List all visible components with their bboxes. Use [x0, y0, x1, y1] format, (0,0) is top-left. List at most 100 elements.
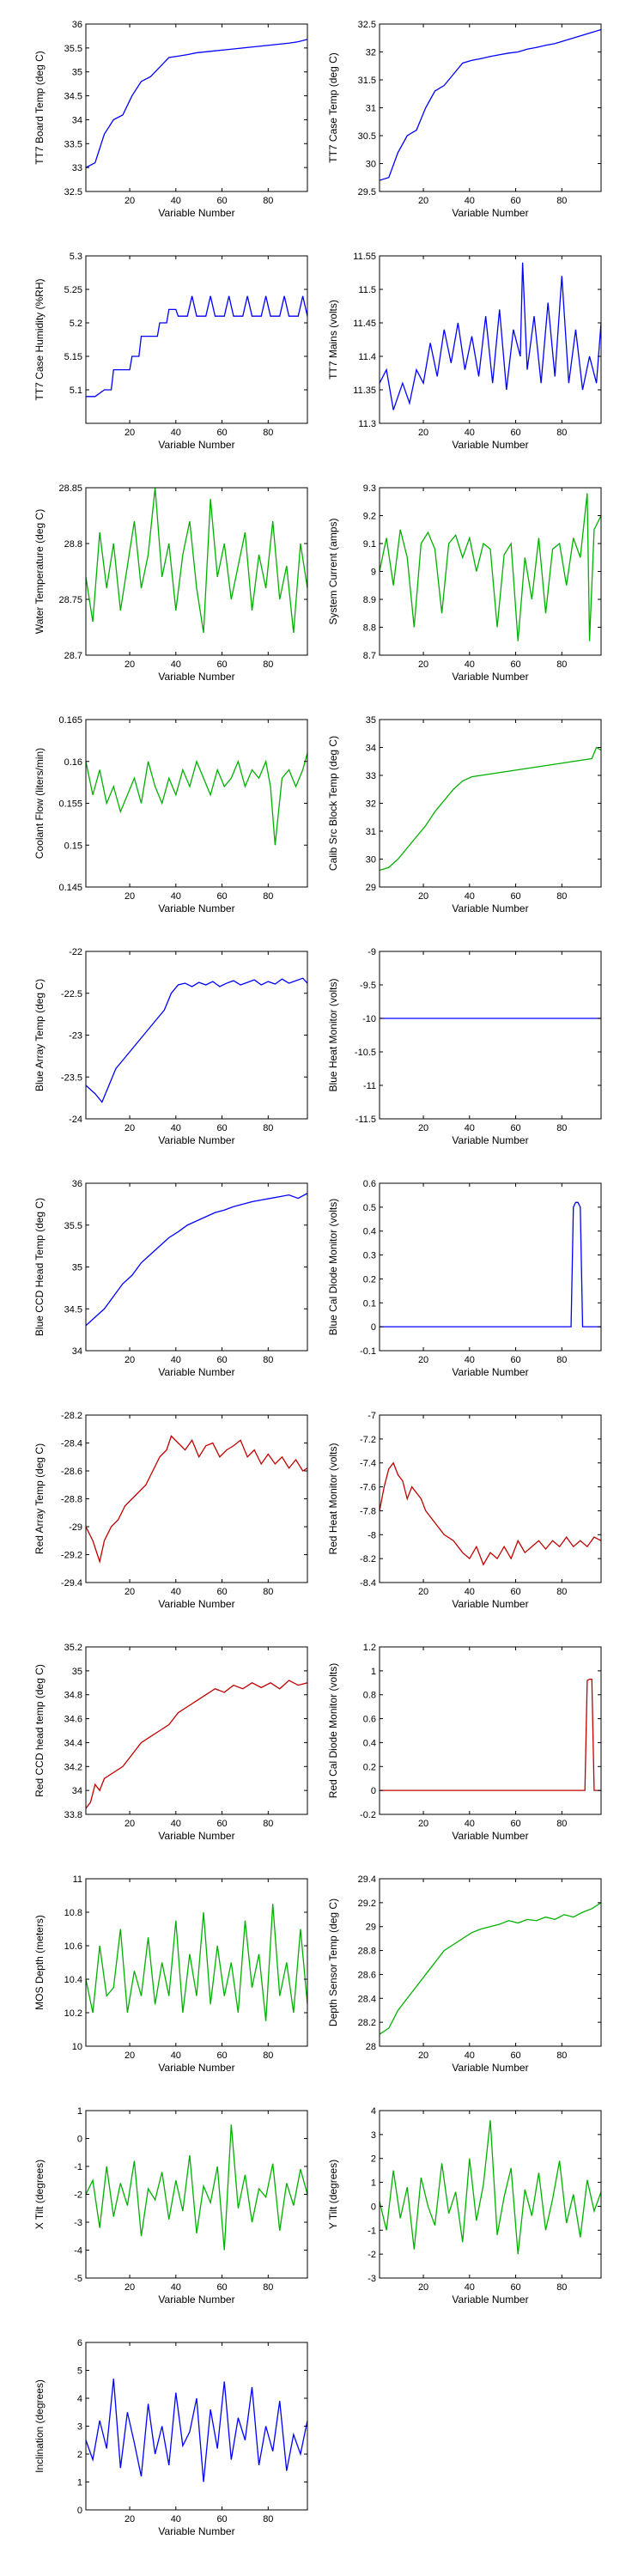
y-tick-label: 28.85 [58, 483, 82, 494]
y-axis-label: MOS Depth (meters) [33, 1915, 46, 2010]
plot-frame [85, 1878, 308, 2047]
y-tick-label: 11 [73, 1874, 82, 1885]
x-tick-label: 40 [465, 196, 475, 206]
x-tick-label: 20 [125, 2514, 135, 2524]
plot-frame [85, 23, 308, 192]
x-tick-label: 20 [125, 891, 135, 902]
chart-panel-7: 20 40 60 80 29 30 31 32 33 34 35 Variable Number Cal… [327, 715, 602, 914]
y-tick-label: 34 [72, 1346, 82, 1357]
x-tick-label: 40 [171, 196, 181, 206]
y-tick-label: 5.25 [64, 285, 82, 295]
y-tick-label: -3 [74, 2218, 82, 2228]
y-tick-label: -28.2 [61, 1411, 82, 1421]
y-tick-label: 35 [72, 1263, 82, 1273]
plot-frame [379, 1646, 602, 1815]
y-tick-label: 5.1 [70, 386, 82, 396]
y-tick-label: 36 [72, 1179, 82, 1189]
x-tick-label: 20 [418, 1123, 428, 1133]
y-axis-label: X Tilt (degrees) [33, 2160, 46, 2229]
y-tick-label: -1 [368, 2226, 376, 2236]
x-axis-label: Variable Number [452, 2293, 528, 2306]
y-tick-label: 28 [366, 2042, 376, 2052]
chart-panel-17: 20 40 60 80 28 28.2 28.4 28.6 28.8 29 29.2 29.4 Vari… [327, 1874, 602, 2074]
y-tick-label: 29.5 [358, 187, 376, 197]
x-tick-label: 40 [465, 659, 475, 670]
y-tick-label: 31 [366, 827, 376, 837]
x-tick-label: 40 [465, 428, 475, 438]
x-tick-label: 60 [216, 1819, 227, 1829]
plot-frame [85, 1646, 308, 1815]
x-tick-label: 60 [510, 428, 520, 438]
y-tick-label: -28.8 [61, 1495, 82, 1505]
y-tick-label: 34 [72, 115, 82, 125]
x-tick-label: 80 [263, 891, 273, 902]
x-axis-label: Variable Number [158, 1598, 234, 1610]
y-tick-label: 0 [371, 2202, 376, 2212]
y-tick-label: -4 [74, 2246, 82, 2257]
y-tick-label: -7 [368, 1411, 376, 1421]
y-tick-label: 33 [366, 771, 376, 781]
x-tick-label: 80 [263, 428, 273, 438]
y-tick-label: 35.5 [64, 1221, 82, 1231]
y-tick-label: 10.4 [64, 1975, 82, 1985]
y-tick-label: -2 [368, 2250, 376, 2260]
y-tick-label: 5.3 [70, 252, 82, 262]
y-tick-label: 34.5 [64, 92, 82, 102]
x-tick-label: 60 [216, 891, 227, 902]
x-tick-label: 80 [263, 1355, 273, 1365]
y-tick-label: 34.6 [64, 1715, 82, 1725]
y-axis-label: TT7 Board Temp (deg C) [33, 51, 46, 165]
y-tick-label: -23 [69, 1031, 82, 1042]
plot-frame [85, 255, 308, 424]
x-tick-label: 60 [510, 1819, 520, 1829]
y-tick-label: 0.1 [363, 1298, 376, 1309]
plot-frame [379, 487, 602, 656]
y-tick-label: 32.5 [358, 20, 376, 30]
y-tick-label: 32 [366, 48, 376, 58]
x-axis-label: Variable Number [158, 2293, 234, 2306]
y-axis-label: Blue Array Temp (deg C) [33, 979, 46, 1091]
y-tick-label: 2 [371, 2154, 376, 2165]
y-axis-label: TT7 Case Temp (deg C) [327, 52, 339, 163]
y-tick-label: -8.2 [360, 1554, 376, 1564]
y-tick-label: 30 [366, 855, 376, 866]
y-tick-label: 0.145 [58, 883, 82, 893]
x-tick-label: 60 [510, 2050, 520, 2061]
y-tick-label: 8.9 [363, 595, 376, 605]
x-tick-label: 40 [171, 2514, 181, 2524]
series-line [380, 493, 601, 641]
x-tick-label: 60 [510, 1123, 520, 1133]
y-tick-label: 0.3 [363, 1251, 376, 1261]
y-tick-label: 9.2 [363, 512, 376, 522]
plot-frame [85, 2110, 308, 2279]
y-tick-label: -24 [69, 1115, 82, 1125]
x-tick-label: 40 [465, 1819, 475, 1829]
y-tick-label: 28.2 [358, 2018, 376, 2028]
y-tick-label: -29.4 [61, 1578, 82, 1589]
x-tick-label: 60 [216, 2282, 227, 2293]
y-tick-label: -3 [368, 2274, 376, 2284]
chart-panel-11: 20 40 60 80 -0.1 0 0.1 0.2 0.3 0.4 0.5 0.6 Variable … [327, 1179, 602, 1378]
x-axis-label: Variable Number [452, 671, 528, 683]
y-tick-label: -23.5 [61, 1072, 82, 1083]
x-axis-label: Variable Number [452, 1830, 528, 1842]
chart-panel-12: 20 40 60 80 -29.4 -29.2 -29 -28.8 -28.6 -28.4 -28.… [33, 1411, 308, 1610]
x-tick-label: 80 [556, 1355, 567, 1365]
y-tick-label: 0.5 [363, 1203, 376, 1213]
x-tick-label: 80 [263, 1819, 273, 1829]
y-tick-label: 34.5 [64, 1304, 82, 1315]
x-tick-label: 60 [216, 1355, 227, 1365]
y-tick-label: 6 [77, 2338, 82, 2348]
y-axis-label: Blue Cal Diode Monitor (volts) [327, 1199, 339, 1335]
y-tick-label: 0.2 [363, 1274, 376, 1285]
x-tick-label: 60 [510, 2282, 520, 2293]
series-line [86, 1904, 307, 2021]
chart-panel-4: 20 40 60 80 28.7 28.75 28.8 28.85 Variable Numbe… [33, 483, 308, 683]
y-tick-label: 32 [366, 799, 376, 810]
y-axis-label: Y Tilt (degrees) [327, 2160, 339, 2229]
y-tick-label: 31 [366, 104, 376, 114]
y-tick-label: 10.2 [64, 2008, 82, 2019]
y-tick-label: 8.7 [363, 651, 376, 661]
x-axis-label: Variable Number [158, 902, 234, 914]
series-line [86, 39, 307, 168]
